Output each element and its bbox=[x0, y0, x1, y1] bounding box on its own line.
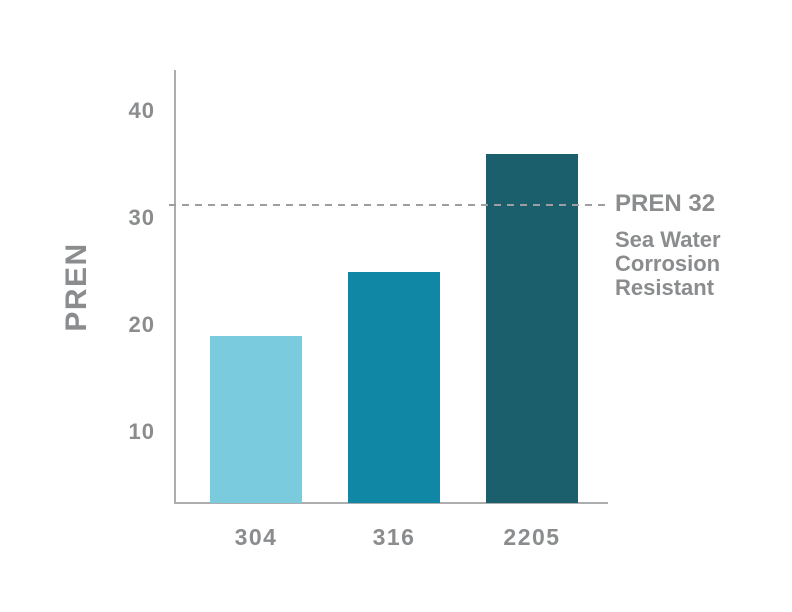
x-axis-line bbox=[174, 502, 608, 504]
y-tick-40: 40 bbox=[128, 98, 155, 123]
y-axis-title: PREN bbox=[60, 242, 93, 332]
y-tick-20: 20 bbox=[128, 312, 155, 337]
x-label-304: 304 bbox=[234, 524, 278, 550]
bar-316 bbox=[348, 271, 440, 503]
threshold-description: Sea Water Corrosion Resistant bbox=[615, 227, 721, 300]
bar-304 bbox=[210, 335, 302, 503]
threshold-dashed-line bbox=[169, 204, 608, 206]
y-tick-10: 10 bbox=[128, 419, 155, 444]
x-label-316: 316 bbox=[372, 524, 416, 550]
bar-2205 bbox=[486, 153, 578, 503]
threshold-label: PREN 32 bbox=[615, 190, 716, 217]
y-axis-line bbox=[174, 70, 176, 504]
x-label-2205: 2205 bbox=[503, 524, 561, 550]
y-tick-30: 30 bbox=[128, 205, 155, 230]
